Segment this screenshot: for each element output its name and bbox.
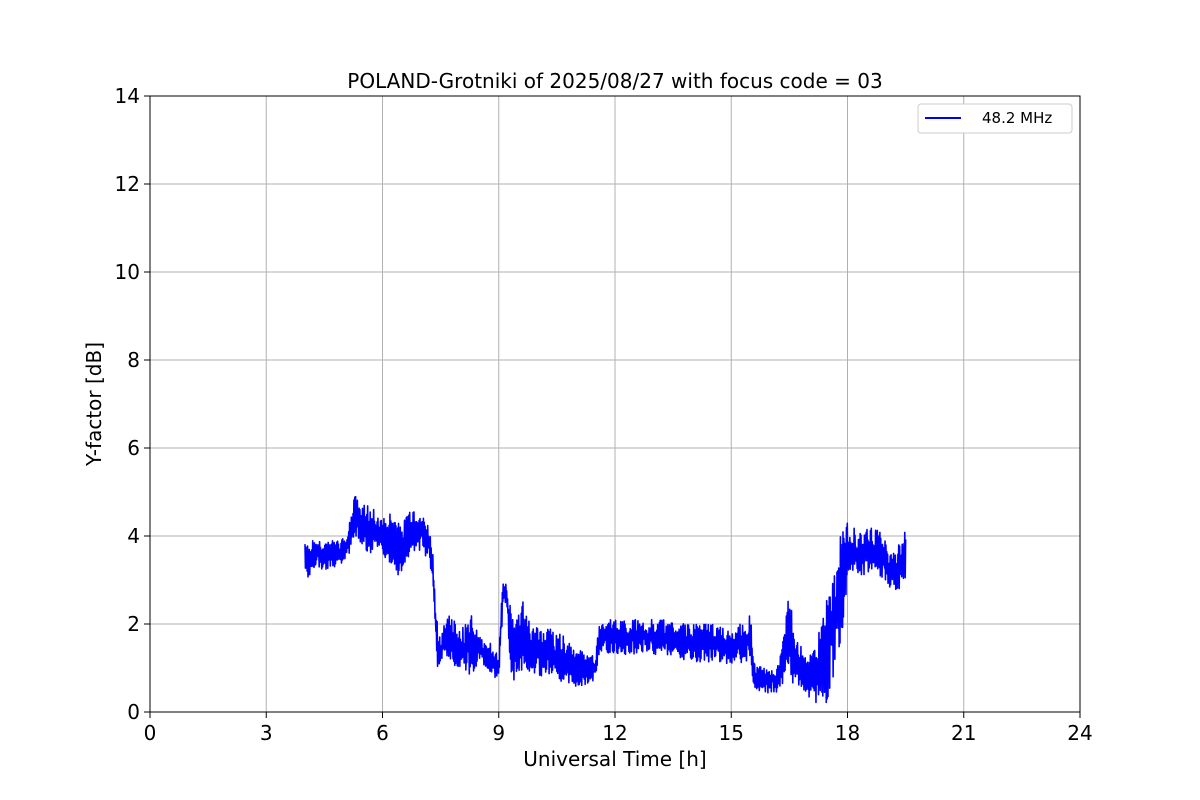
x-tick-label: 9 xyxy=(492,721,505,745)
legend: 48.2 MHz xyxy=(917,103,1073,134)
x-tick-label: 0 xyxy=(144,721,157,745)
x-tick-label: 12 xyxy=(602,721,627,745)
x-tick-label: 21 xyxy=(951,721,976,745)
plot-series xyxy=(304,495,907,704)
y-tick-label: 12 xyxy=(115,172,140,196)
legend-label: 48.2 MHz xyxy=(982,109,1052,127)
x-tick-label: 24 xyxy=(1067,721,1092,745)
x-tick-label: 3 xyxy=(260,721,273,745)
x-axis: 0 3 6 9 12 15 18 21 24 xyxy=(144,712,1093,745)
y-tick-label: 8 xyxy=(127,348,140,372)
chart-title: POLAND-Grotniki of 2025/08/27 with focus… xyxy=(347,69,882,93)
grid xyxy=(150,96,1080,712)
x-axis-label: Universal Time [h] xyxy=(523,747,706,771)
y-tick-label: 14 xyxy=(115,84,140,108)
x-tick-label: 6 xyxy=(376,721,389,745)
y-tick-label: 2 xyxy=(127,612,140,636)
y-tick-label: 0 xyxy=(127,700,140,724)
series-line xyxy=(304,495,907,704)
y-tick-label: 10 xyxy=(115,260,140,284)
legend-box xyxy=(917,103,1073,134)
y-tick-label: 4 xyxy=(127,524,140,548)
x-tick-label: 15 xyxy=(719,721,744,745)
x-tick-label: 18 xyxy=(835,721,860,745)
y-tick-label: 6 xyxy=(127,436,140,460)
y-axis: 0 2 4 6 8 10 12 14 xyxy=(115,84,150,724)
y-axis-label: Y-factor [dB] xyxy=(82,342,106,467)
